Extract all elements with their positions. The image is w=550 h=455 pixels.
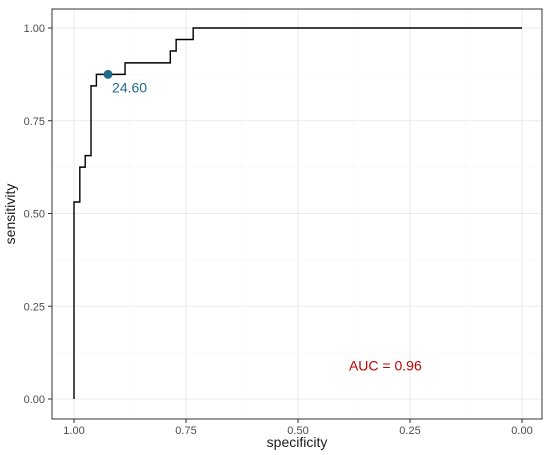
x-tick-label: 1.00 bbox=[63, 425, 84, 437]
axis-ticks: 1.00 0.75 0.50 0.25 0.00 0.00 0.25 0.50 0.75 1.00 bbox=[24, 23, 533, 437]
x-axis-title: specificity bbox=[267, 434, 328, 450]
roc-curve-line bbox=[73, 27, 522, 399]
roc-curve-layer bbox=[73, 27, 522, 399]
x-tick-label: 0.25 bbox=[399, 425, 420, 437]
threshold-label: 24.60 bbox=[112, 79, 147, 95]
y-tick-label: 0.50 bbox=[24, 209, 45, 221]
auc-annotation: AUC = 0.96 bbox=[349, 358, 422, 374]
y-tick-label: 1.00 bbox=[24, 23, 45, 35]
x-tick-label: 0.00 bbox=[511, 425, 532, 437]
y-tick-label: 0.75 bbox=[24, 116, 45, 128]
y-axis-title: sensitivity bbox=[2, 184, 18, 245]
x-tick-label: 0.75 bbox=[175, 425, 196, 437]
y-tick-label: 0.25 bbox=[24, 301, 45, 313]
threshold-point-layer bbox=[103, 69, 113, 79]
threshold-point bbox=[103, 69, 113, 79]
y-tick-label: 0.00 bbox=[24, 394, 45, 406]
x-tick-label: 0.50 bbox=[287, 425, 308, 437]
